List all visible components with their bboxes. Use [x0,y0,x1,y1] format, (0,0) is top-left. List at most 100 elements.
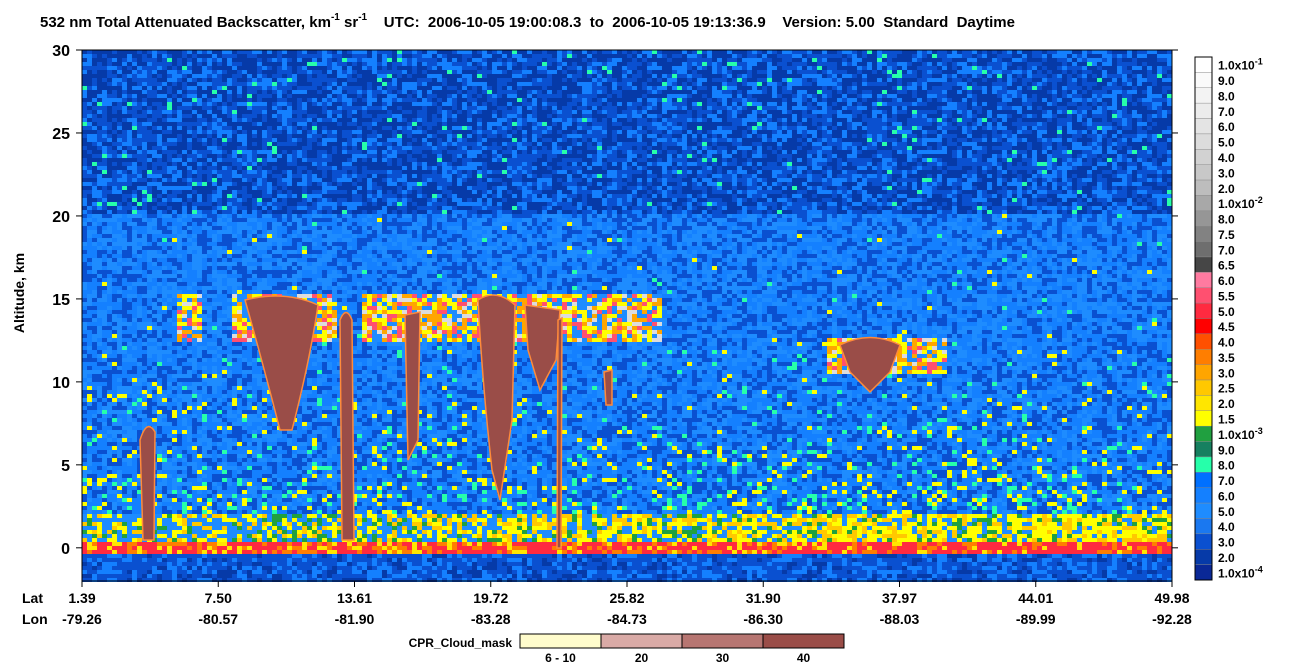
pixel [137,166,147,170]
pixel [147,174,162,178]
pixel [262,62,282,66]
pixel [692,110,697,114]
pixel [517,98,522,102]
pixel [422,106,427,110]
pixel [537,122,542,126]
pixel [1072,134,1082,138]
pixel [337,122,342,126]
pixel [517,62,522,66]
pixel [352,50,367,54]
pixel [692,118,697,122]
pixel [307,74,312,78]
pixel [837,122,842,126]
pixel [362,130,372,134]
pixel [1042,66,1047,70]
pixel [542,98,547,102]
pixel [287,78,292,82]
pixel [402,110,412,114]
pixel [817,134,822,138]
pixel [82,50,87,54]
pixel [807,110,812,114]
pixel [277,86,292,90]
pixel [342,130,352,134]
pixel [922,178,932,182]
pixel [737,102,742,106]
pixel [402,82,417,86]
pixel [807,78,812,82]
pixel [1027,138,1037,142]
pixel [492,126,497,130]
pixel [1027,94,1032,98]
pixel [1052,82,1057,86]
pixel [437,162,442,166]
pixel [532,82,552,86]
pixel [462,102,467,106]
pixel [322,50,327,54]
pixel [807,58,812,62]
pixel [347,58,357,62]
pixel [1027,182,1032,186]
pixel [622,142,647,146]
pixel [1067,58,1072,62]
pixel [1092,98,1097,102]
pixel [302,66,307,70]
pixel [457,182,462,186]
pixel [877,102,882,106]
pixel [512,154,517,158]
pixel [1072,154,1077,158]
pixel [972,62,977,66]
pixel [997,118,1002,122]
pixel [287,174,292,178]
pixel [92,82,97,86]
pixel [1137,58,1157,62]
pixel [457,174,462,178]
pixel [702,50,707,54]
pixel [102,54,107,58]
pixel [757,146,762,150]
pixel [197,50,202,54]
pixel [1107,118,1112,122]
pixel [112,78,122,82]
pixel [777,90,782,94]
pixel [892,78,897,82]
pixel [692,82,697,86]
pixel [877,106,892,110]
pixel [1027,54,1032,58]
pixel [262,114,267,118]
pixel [672,166,677,170]
pixel [307,106,322,110]
pixel [182,134,192,138]
pixel [352,162,387,166]
pixel [447,98,452,102]
pixel [752,94,772,98]
pixel [557,138,562,142]
pixel [1027,178,1032,182]
pixel [662,78,667,82]
pixel [212,170,217,174]
pixel [827,154,832,158]
pixel [662,66,672,70]
pixel [617,162,622,166]
pixel [507,174,512,178]
pixel [1162,86,1172,90]
pixel [1167,58,1172,62]
pixel [357,178,362,182]
pixel [867,122,887,126]
pixel [852,82,857,86]
pixel [772,130,777,134]
pixel [772,62,777,66]
pixel [782,86,787,90]
pixel [572,62,577,66]
pixel [412,54,422,58]
pixel [167,66,172,70]
pixel [737,106,742,110]
pixel [917,78,927,82]
pixel [777,66,782,70]
pixel [342,150,347,154]
pixel [972,182,987,186]
pixel [807,66,812,70]
pixel [197,86,202,90]
pixel [462,138,467,142]
pixel [607,86,612,90]
pixel [687,182,692,186]
